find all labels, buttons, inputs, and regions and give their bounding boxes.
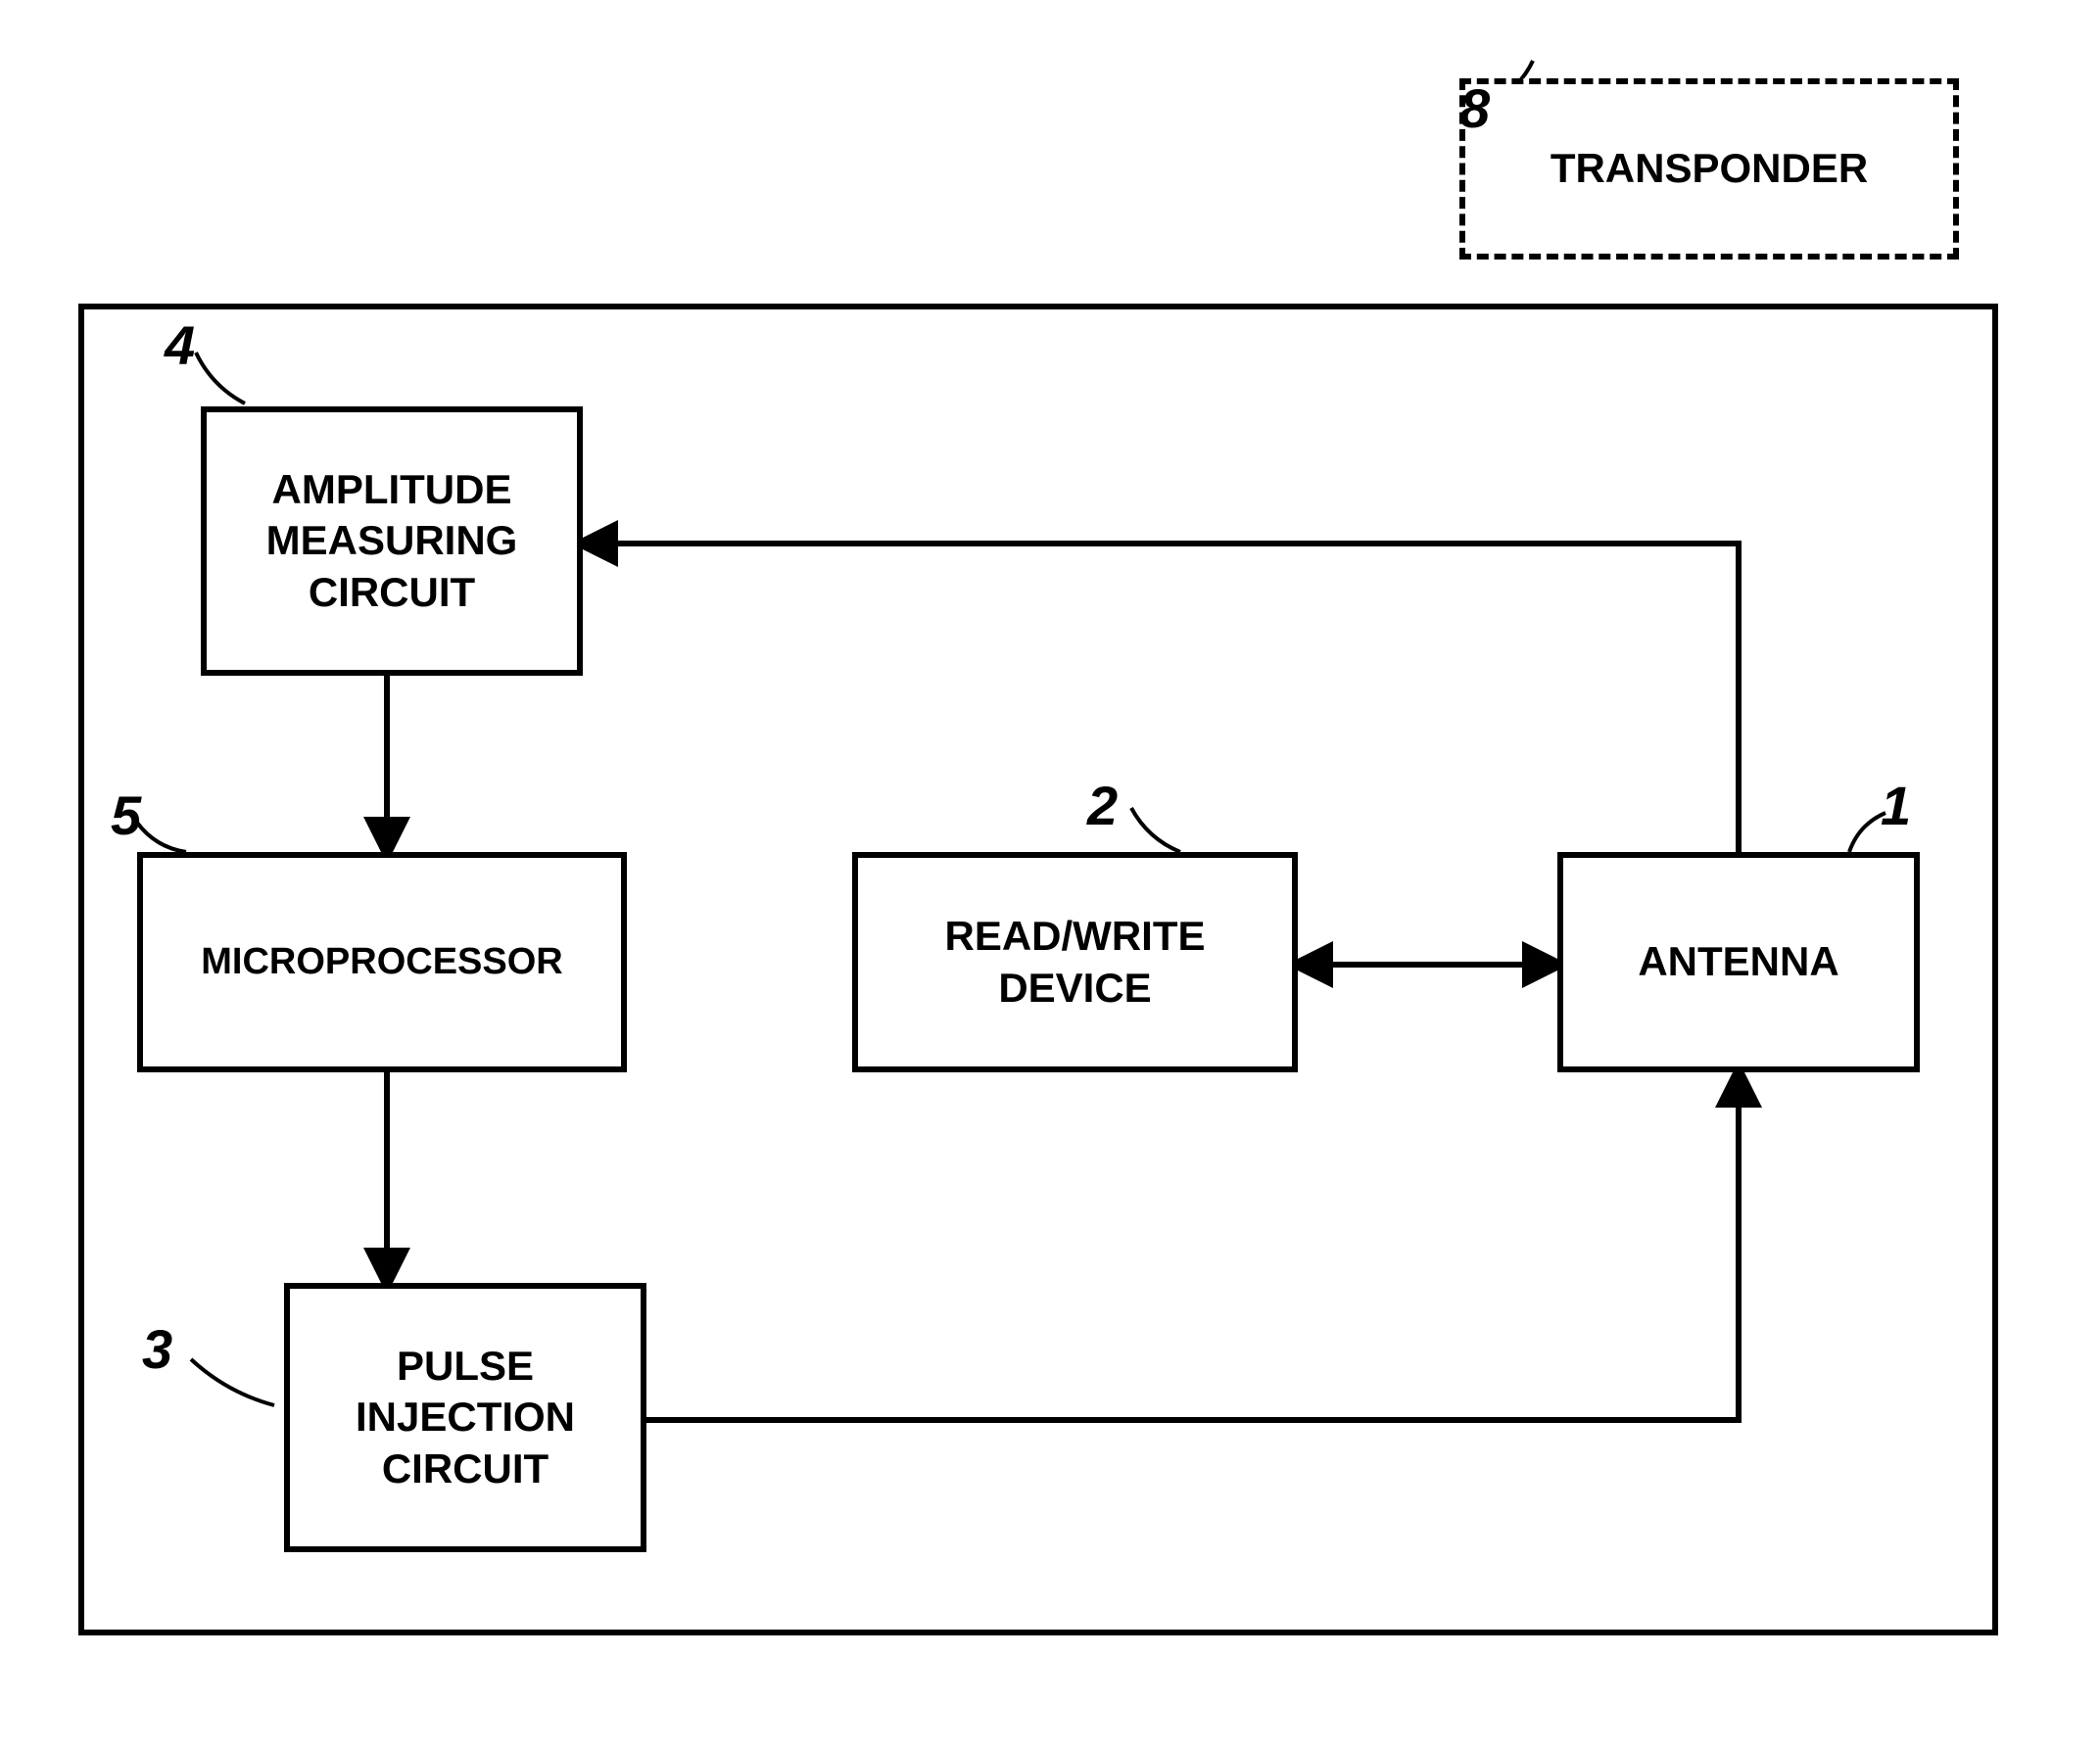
node-transponder: TRANSPONDER: [1459, 78, 1959, 260]
node-pulse-text: PULSEINJECTIONCIRCUIT: [356, 1341, 575, 1495]
node-antenna-text: ANTENNA: [1638, 936, 1838, 988]
label-antenna: 1: [1881, 774, 1911, 837]
node-microprocessor: MICROPROCESSOR: [137, 852, 627, 1072]
label-readwrite: 2: [1087, 774, 1118, 837]
label-pulse: 3: [142, 1317, 172, 1381]
label-transponder: 8: [1459, 76, 1490, 140]
node-transponder-text: TRANSPONDER: [1551, 143, 1868, 195]
label-microprocessor: 5: [111, 783, 141, 847]
node-pulse: PULSEINJECTIONCIRCUIT: [284, 1283, 646, 1552]
label-amplitude: 4: [165, 313, 195, 377]
node-readwrite-text: READ/WRITEDEVICE: [945, 911, 1206, 1014]
node-antenna: ANTENNA: [1557, 852, 1920, 1072]
node-amplitude-text: AMPLITUDEMEASURINGCIRCUIT: [266, 464, 518, 619]
node-readwrite: READ/WRITEDEVICE: [852, 852, 1298, 1072]
node-amplitude: AMPLITUDEMEASURINGCIRCUIT: [201, 406, 583, 676]
node-microprocessor-text: MICROPROCESSOR: [201, 939, 562, 986]
